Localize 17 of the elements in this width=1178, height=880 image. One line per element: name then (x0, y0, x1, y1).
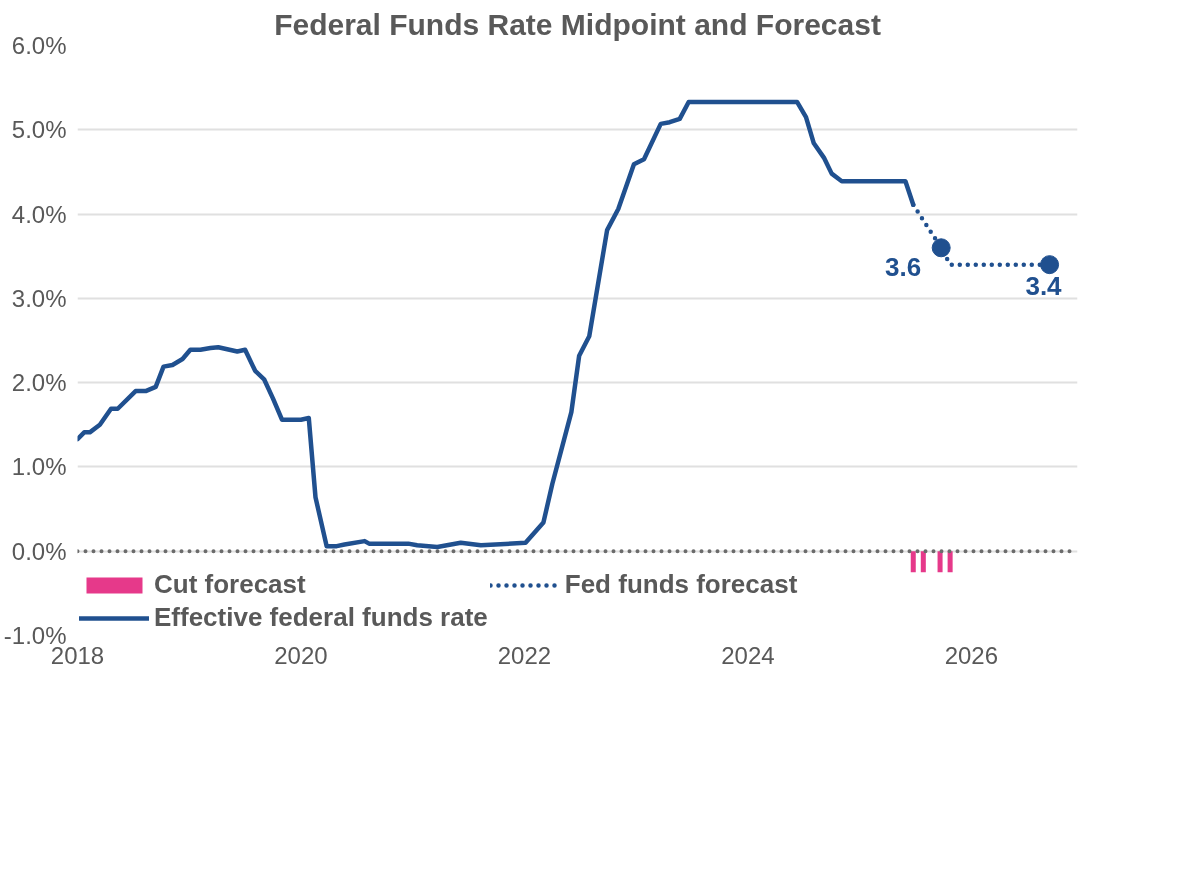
y-tick-label: 1.0% (11, 453, 67, 481)
annotation: 3.4 (1025, 270, 1063, 301)
legend-label: Fed funds forecast (564, 569, 798, 600)
x-tick-label: 2020 (274, 641, 328, 669)
x-tick-label: 2024 (721, 641, 775, 669)
y-tick-label: 5.0% (11, 116, 67, 144)
y-tick-label: 3.0% (11, 284, 67, 312)
chart-title: Federal Funds Rate Midpoint and Forecast (274, 7, 881, 41)
y-tick-label: 2.0% (11, 369, 67, 397)
legend-label: Effective federal funds rate (154, 602, 488, 633)
y-tick-label: 6.0% (11, 32, 67, 59)
x-tick-label: 2026 (944, 641, 999, 669)
y-tick-label: 4.0% (11, 200, 67, 228)
x-tick-label: 2022 (497, 641, 552, 669)
y-tick-label: 0.0% (11, 537, 67, 565)
annotation: 3.6 (885, 251, 922, 282)
legend-label: Cut forecast (154, 569, 306, 600)
